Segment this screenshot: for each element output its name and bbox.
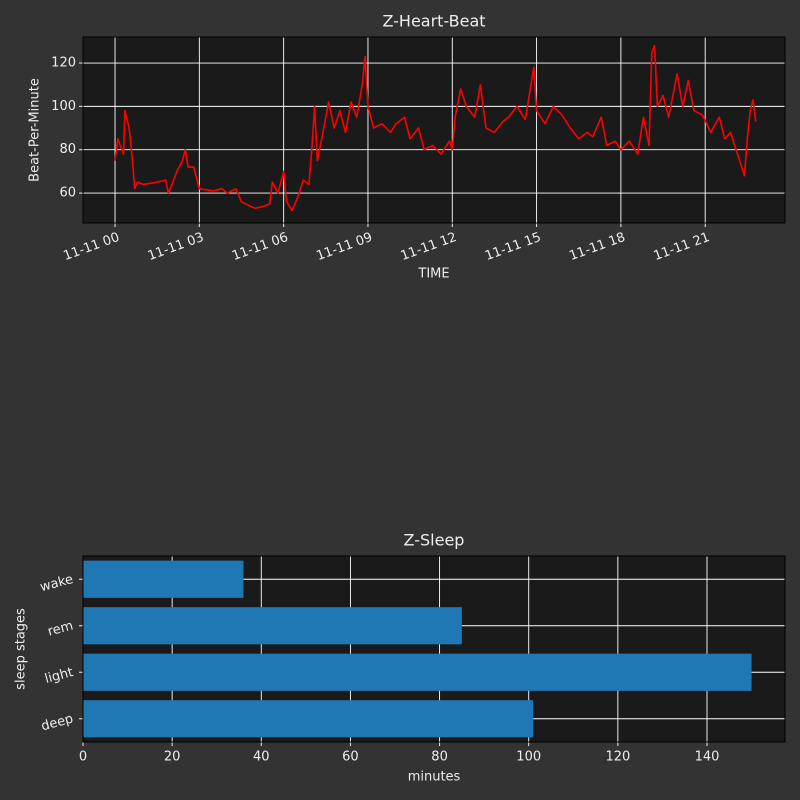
x-axis-label: TIME — [417, 267, 449, 282]
plot-area — [83, 37, 785, 223]
y-tick-label: light — [43, 665, 75, 687]
bar — [83, 560, 244, 598]
bar — [83, 700, 534, 738]
plot-border — [82, 555, 786, 743]
y-axis-label: sleep stages — [14, 608, 29, 690]
x-tick-label: 80 — [431, 750, 448, 765]
y-tick-label: 80 — [59, 142, 76, 157]
bar — [83, 607, 462, 645]
x-tick-label: 60 — [342, 750, 359, 765]
y-axis-label: Beat-Per-Minute — [28, 78, 43, 182]
heart-rate-line — [114, 44, 757, 212]
x-axis-label: minutes — [408, 770, 461, 785]
chart-title: Z-Sleep — [404, 531, 465, 550]
y-tick-label: 100 — [51, 99, 76, 114]
x-tick-label: 0 — [79, 750, 87, 765]
x-tick-label: 120 — [605, 750, 630, 765]
x-tick-label: 140 — [695, 750, 720, 765]
y-tick-label: rem — [46, 619, 75, 640]
chart-title: Z-Heart-Beat — [382, 12, 485, 31]
x-tick-label: 20 — [164, 750, 181, 765]
y-tick-label: 60 — [59, 186, 76, 201]
bar — [83, 653, 752, 691]
x-tick-label: 40 — [253, 750, 270, 765]
plot-border — [82, 36, 786, 224]
x-tick-label: 100 — [516, 750, 541, 765]
y-tick-label: 120 — [51, 56, 76, 71]
